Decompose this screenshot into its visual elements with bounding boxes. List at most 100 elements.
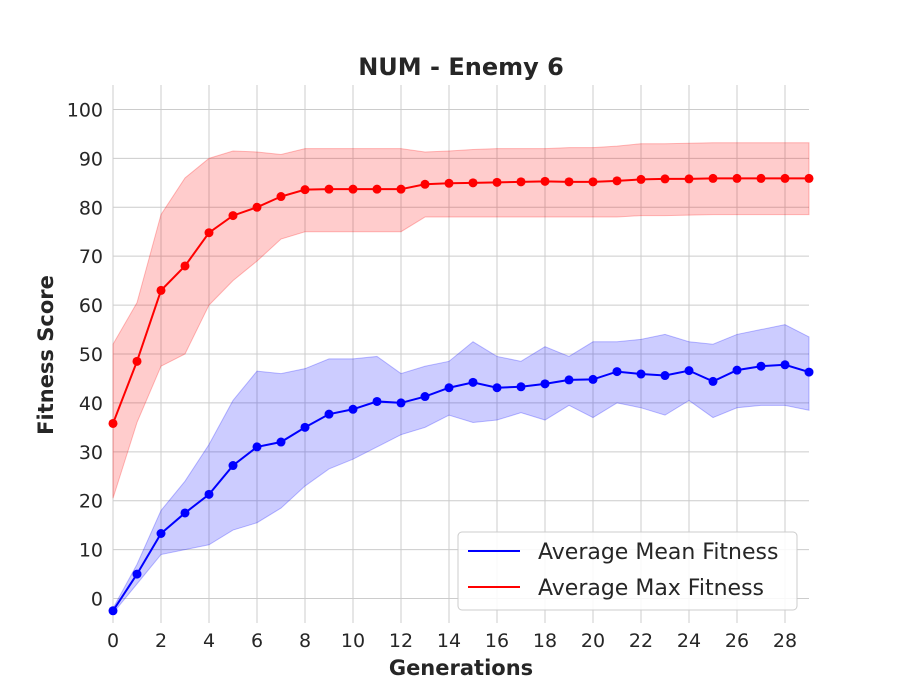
mean-fitness-point	[252, 442, 262, 452]
y-tick-label: 10	[79, 540, 103, 562]
y-tick-label: 100	[67, 99, 103, 121]
mean-fitness-point	[516, 382, 526, 392]
max-fitness-point	[300, 185, 310, 195]
max-fitness-point	[756, 173, 766, 183]
y-tick-label: 20	[79, 491, 103, 513]
x-tick-labels: 0 2 4 6 8 10 12 14 16 18 20 22 24 26 28	[107, 630, 797, 652]
max-fitness-point	[804, 173, 814, 183]
y-tick-label: 40	[79, 393, 103, 415]
max-fitness-point	[252, 202, 262, 212]
x-tick-label: 0	[107, 630, 119, 652]
max-fitness-band	[112, 142, 810, 499]
y-tick-label: 70	[79, 246, 103, 268]
max-fitness-point	[132, 356, 142, 366]
max-fitness-point	[156, 285, 166, 295]
mean-fitness-point	[444, 383, 454, 393]
mean-fitness-point	[324, 409, 334, 419]
mean-fitness-point	[300, 422, 310, 432]
x-tick-label: 24	[677, 630, 701, 652]
max-fitness-point	[612, 176, 622, 186]
legend: Average Mean Fitness Average Max Fitness	[457, 531, 798, 611]
mean-fitness-point	[636, 369, 646, 379]
max-fitness-point	[636, 174, 646, 184]
confidence-bands	[112, 142, 810, 615]
max-fitness-point	[108, 418, 118, 428]
max-fitness-point	[708, 173, 718, 183]
mean-fitness-point	[804, 367, 814, 377]
x-axis-title: Generations	[389, 656, 533, 680]
mean-fitness-point	[132, 569, 142, 579]
y-tick-label: 80	[79, 197, 103, 219]
mean-fitness-point	[396, 398, 406, 408]
max-fitness-point	[468, 178, 478, 188]
mean-fitness-point	[660, 371, 670, 381]
mean-fitness-point	[108, 606, 118, 616]
y-tick-label: 60	[79, 295, 103, 317]
max-fitness-point	[564, 177, 574, 187]
max-fitness-point	[180, 261, 190, 271]
max-fitness-point	[492, 177, 502, 187]
max-fitness-point	[540, 176, 550, 186]
max-fitness-point	[372, 184, 382, 194]
mean-fitness-point	[180, 508, 190, 518]
y-tick-label: 0	[91, 589, 103, 611]
chart-title: NUM - Enemy 6	[358, 53, 564, 81]
mean-fitness-point	[684, 366, 694, 376]
mean-fitness-point	[468, 377, 478, 387]
max-fitness-point	[444, 178, 454, 188]
max-fitness-point	[732, 173, 742, 183]
mean-fitness-band	[112, 324, 810, 615]
x-tick-label: 22	[629, 630, 653, 652]
mean-fitness-point	[708, 376, 718, 386]
x-tick-label: 12	[389, 630, 413, 652]
max-fitness-point	[660, 174, 670, 184]
max-fitness-point	[588, 177, 598, 187]
max-fitness-point	[348, 184, 358, 194]
max-fitness-point	[324, 184, 334, 194]
x-tick-label: 20	[581, 630, 605, 652]
x-tick-label: 2	[155, 630, 167, 652]
y-tick-label: 50	[79, 344, 103, 366]
legend-label-max: Average Max Fitness	[538, 576, 764, 601]
mean-fitness-point	[612, 367, 622, 377]
series-points	[108, 173, 814, 616]
mean-fitness-point	[756, 361, 766, 371]
x-tick-label: 4	[203, 630, 215, 652]
max-fitness-point	[780, 173, 790, 183]
y-tick-label: 90	[79, 148, 103, 170]
mean-fitness-point	[732, 365, 742, 375]
y-axis-title: Fitness Score	[34, 275, 58, 435]
y-tick-label: 30	[79, 442, 103, 464]
mean-fitness-point	[492, 383, 502, 393]
max-fitness-point	[684, 174, 694, 184]
x-tick-label: 8	[299, 630, 311, 652]
x-tick-label: 16	[485, 630, 509, 652]
mean-fitness-point	[564, 375, 574, 385]
max-fitness-point	[516, 177, 526, 187]
max-fitness-point	[420, 179, 430, 189]
mean-fitness-point	[780, 360, 790, 370]
mean-fitness-point	[228, 461, 238, 471]
x-tick-label: 14	[437, 630, 461, 652]
x-tick-label: 28	[773, 630, 797, 652]
x-tick-label: 18	[533, 630, 557, 652]
mean-fitness-point	[204, 489, 214, 499]
x-tick-label: 10	[341, 630, 365, 652]
mean-fitness-point	[540, 379, 550, 389]
max-fitness-point	[204, 228, 214, 238]
mean-fitness-point	[276, 437, 286, 447]
max-fitness-point	[276, 192, 286, 202]
legend-label-mean: Average Mean Fitness	[538, 540, 778, 565]
x-tick-label: 6	[251, 630, 263, 652]
x-tick-label: 26	[725, 630, 749, 652]
max-fitness-point	[396, 184, 406, 194]
y-tick-labels: 0 10 20 30 40 50 60 70 80 90 100	[67, 99, 103, 610]
max-fitness-point	[228, 211, 238, 221]
mean-fitness-point	[420, 392, 430, 402]
mean-fitness-point	[348, 404, 358, 414]
mean-fitness-point	[588, 374, 598, 384]
legend-box	[457, 531, 798, 611]
mean-fitness-point	[372, 396, 382, 406]
